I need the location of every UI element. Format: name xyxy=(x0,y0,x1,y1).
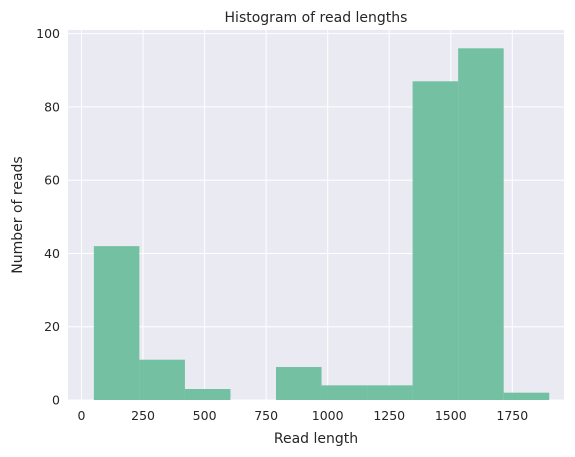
x-tick-label: 1500 xyxy=(435,408,467,423)
x-tick-label: 1000 xyxy=(312,408,344,423)
histogram-bar xyxy=(276,367,322,400)
x-tick-label: 750 xyxy=(254,408,278,423)
bars xyxy=(93,48,550,400)
x-tick-label: 250 xyxy=(131,408,155,423)
histogram-bar xyxy=(93,246,140,400)
y-tick-label: 80 xyxy=(44,99,60,114)
x-tick-labels: 0 250 500 750 1000 1250 1500 1750 xyxy=(78,408,529,423)
histogram-bar xyxy=(412,81,459,400)
chart-title: Histogram of read lengths xyxy=(225,10,408,26)
y-tick-label: 0 xyxy=(52,393,60,408)
y-axis-label: Number of reads xyxy=(10,156,26,273)
histogram-bar xyxy=(321,385,368,400)
histogram-bar xyxy=(139,359,185,400)
y-tick-label: 60 xyxy=(44,173,60,188)
x-axis-label: Read length xyxy=(274,431,358,447)
y-tick-labels: 0 20 40 60 80 100 xyxy=(36,26,60,407)
x-tick-label: 0 xyxy=(78,408,86,423)
histogram-bar xyxy=(184,389,231,400)
x-tick-label: 1750 xyxy=(496,408,528,423)
x-tick-label: 1250 xyxy=(373,408,405,423)
histogram-bar xyxy=(503,392,550,400)
histogram-bar xyxy=(458,48,504,400)
histogram-bar xyxy=(367,385,413,400)
y-tick-label: 40 xyxy=(44,246,60,261)
y-tick-label: 100 xyxy=(36,26,60,41)
y-tick-label: 20 xyxy=(44,319,60,334)
x-tick-label: 500 xyxy=(193,408,217,423)
